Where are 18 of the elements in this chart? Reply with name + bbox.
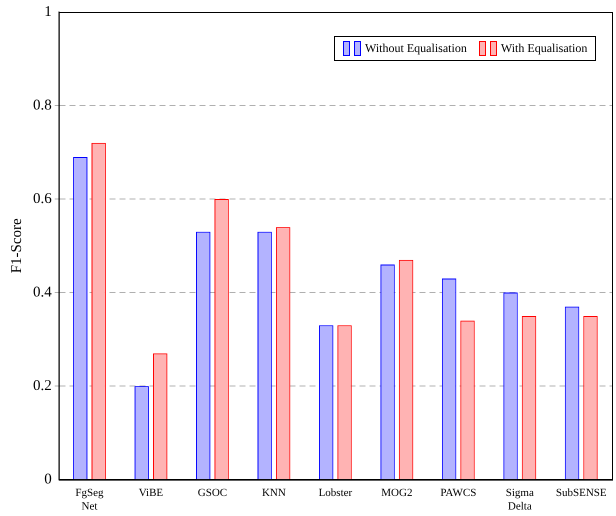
x-tick-label: FgSeg Net: [75, 487, 104, 512]
x-tick-label: KNN: [262, 487, 286, 500]
x-tick-label: SubSENSE: [556, 487, 607, 500]
x-tick-label: GSOC: [198, 487, 228, 500]
x-tick-label: PAWCS: [440, 487, 476, 500]
x-tick-label: MOG2: [381, 487, 412, 500]
y-tick-label: 0.8: [33, 97, 52, 114]
y-tick-label: 0: [44, 472, 52, 488]
y-tick-label: 0.6: [33, 190, 52, 207]
legend-label: Without Equalisation: [365, 41, 467, 56]
x-tick-label: ViBE: [138, 487, 164, 500]
legend-label: With Equalisation: [500, 41, 588, 56]
y-tick-label: 1: [44, 4, 52, 20]
x-tick-label: Sigma Delta: [506, 487, 534, 512]
y-tick-label: 0.4: [33, 284, 52, 300]
y-tick-label: 0.2: [33, 378, 52, 394]
x-tick-label: Lobster: [318, 487, 353, 500]
y-axis-title: F1-Score: [8, 218, 25, 274]
